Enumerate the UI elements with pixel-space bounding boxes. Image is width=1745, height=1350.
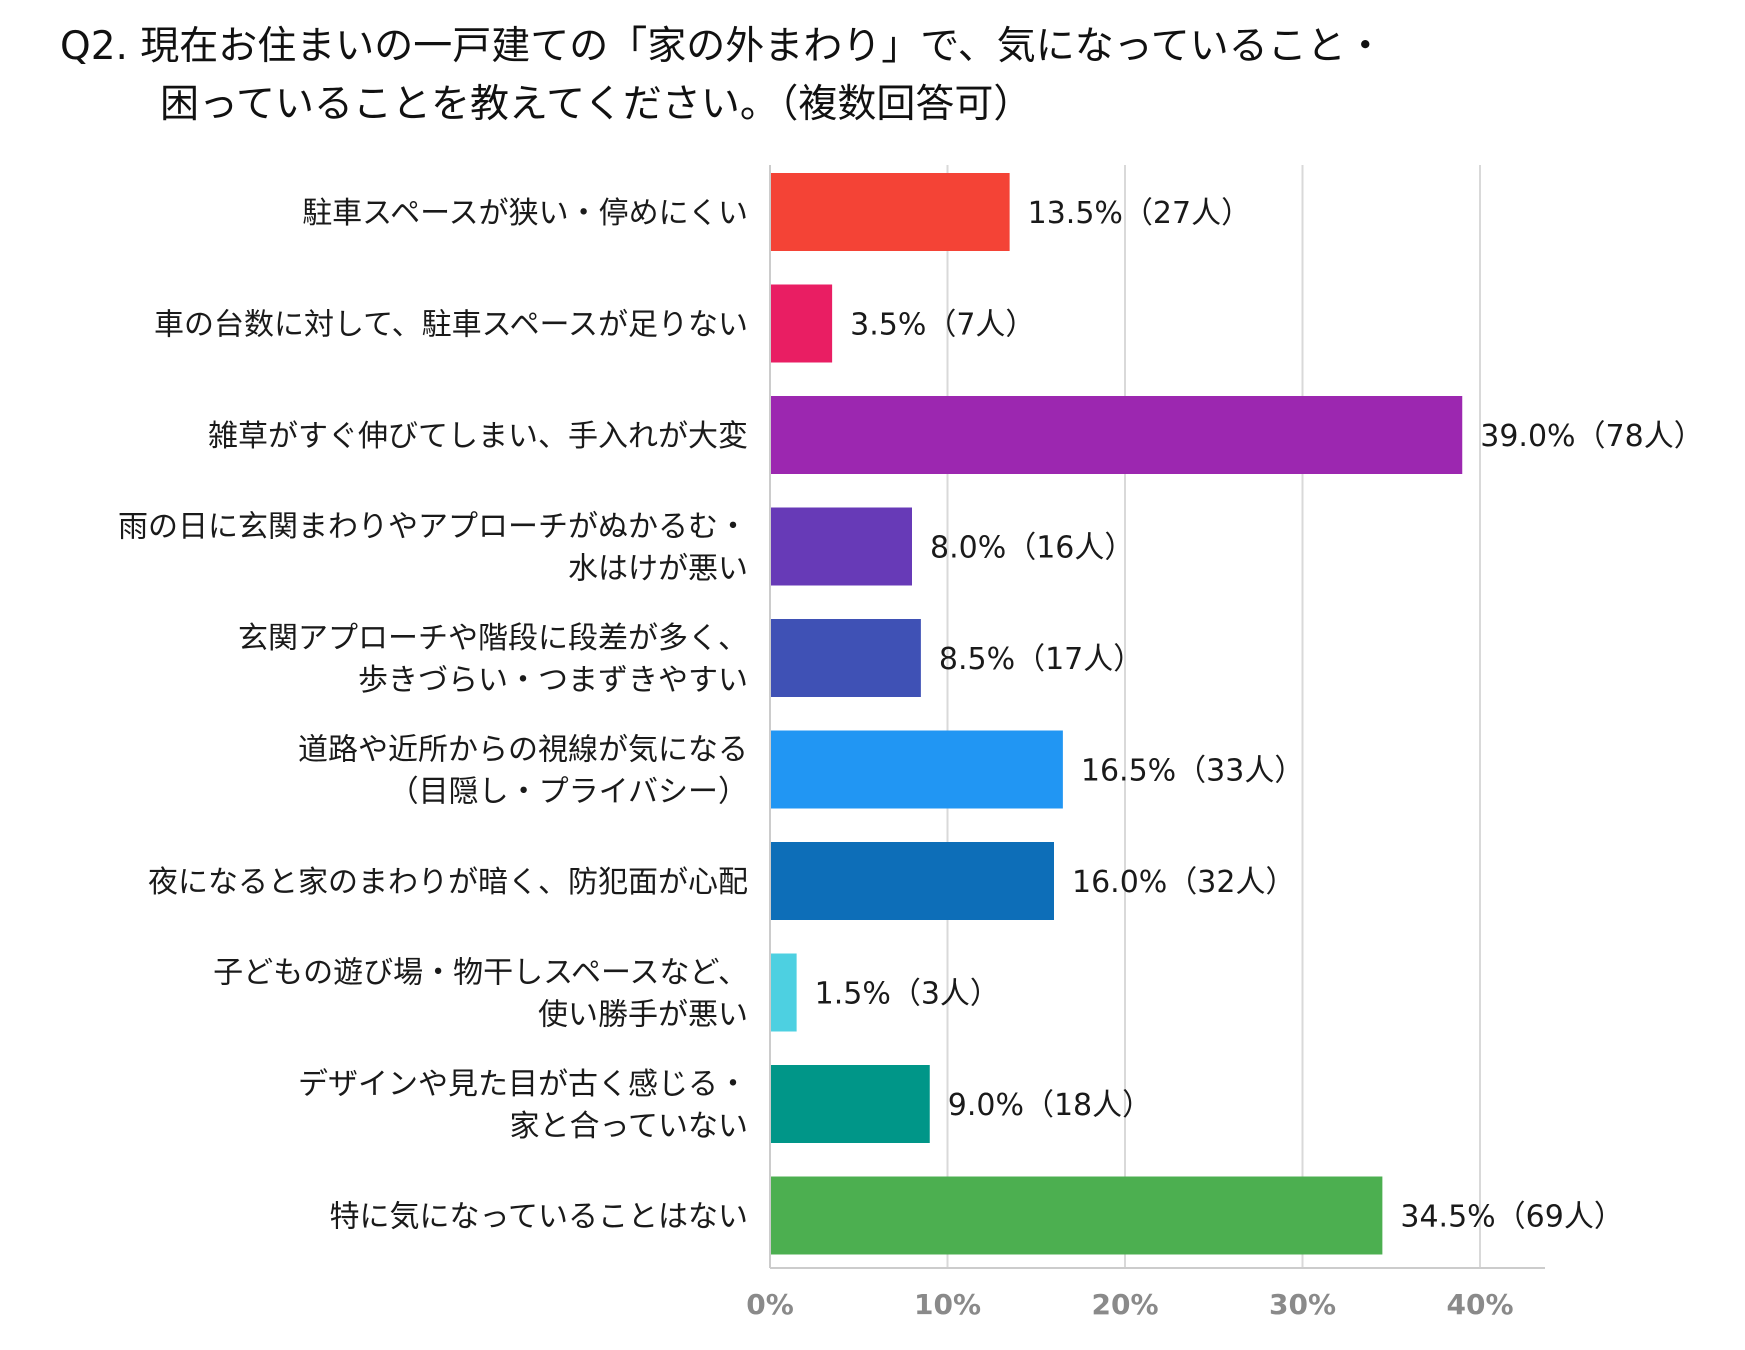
bar bbox=[770, 396, 1463, 474]
data-label: 16.0%（32人） bbox=[1072, 865, 1295, 900]
category-label: 歩きづらい・つまずきやすい bbox=[358, 663, 748, 698]
bar bbox=[770, 284, 833, 363]
x-tick-label: 10% bbox=[914, 1288, 981, 1321]
data-label: 3.5%（7人） bbox=[850, 308, 1035, 343]
bar bbox=[770, 1176, 1383, 1255]
category-label: 道路や近所からの視線が気になる bbox=[298, 733, 748, 768]
category-label: 車の台数に対して、駐車スペースが足りない bbox=[154, 308, 748, 343]
category-label: 特に気になっていることはない bbox=[330, 1200, 749, 1235]
data-label: 9.0%（18人） bbox=[948, 1088, 1152, 1123]
chart-title: Q2. 現在お住まいの一戸建ての「家の外まわり」で、気になっていること・ 困って… bbox=[60, 18, 1720, 134]
category-label: 玄関アプローチや階段に段差が多く、 bbox=[238, 621, 748, 656]
bar bbox=[770, 619, 921, 697]
category-label: 使い勝手が悪い bbox=[538, 998, 748, 1033]
category-label: デザインや見た目が古く感じる・ bbox=[298, 1067, 748, 1102]
bar bbox=[770, 953, 797, 1032]
category-label: 夜になると家のまわりが暗く、防犯面が心配 bbox=[148, 865, 748, 900]
category-label: 雑草がすぐ伸びてしまい、手入れが大変 bbox=[208, 419, 748, 454]
category-label: 家と合っていない bbox=[510, 1109, 749, 1144]
x-tick-label: 20% bbox=[1091, 1288, 1158, 1321]
bar bbox=[770, 1065, 930, 1143]
data-label: 13.5%（27人） bbox=[1028, 196, 1251, 231]
category-label: 雨の日に玄関まわりやアプローチがぬかるむ・ bbox=[118, 510, 748, 545]
category-label: 水はけが悪い bbox=[568, 552, 748, 587]
bar bbox=[770, 173, 1010, 251]
data-label: 39.0%（78人） bbox=[1480, 419, 1703, 454]
category-label: （目隠し・プライバシー） bbox=[389, 775, 748, 810]
x-tick-label: 30% bbox=[1269, 1288, 1336, 1321]
category-label: 駐車スペースが狭い・停めにくい bbox=[302, 196, 748, 231]
data-label: 8.0%（16人） bbox=[930, 531, 1134, 566]
chart-title-line1: Q2. 現在お住まいの一戸建ての「家の外まわり」で、気になっていること・ bbox=[60, 24, 1385, 69]
x-tick-label: 40% bbox=[1446, 1288, 1513, 1321]
data-label: 8.5%（17人） bbox=[939, 642, 1143, 677]
category-label: 子どもの遊び場・物干しスペースなど、 bbox=[213, 956, 748, 991]
bar bbox=[770, 842, 1054, 920]
bar bbox=[770, 507, 912, 586]
chart-title-line2: 困っていることを教えてください。（複数回答可） bbox=[160, 82, 1033, 127]
bar bbox=[770, 730, 1063, 809]
data-label: 34.5%（69人） bbox=[1400, 1200, 1623, 1235]
data-label: 16.5%（33人） bbox=[1081, 754, 1304, 789]
data-label: 1.5%（3人） bbox=[815, 977, 1000, 1012]
x-tick-label: 0% bbox=[746, 1288, 794, 1321]
